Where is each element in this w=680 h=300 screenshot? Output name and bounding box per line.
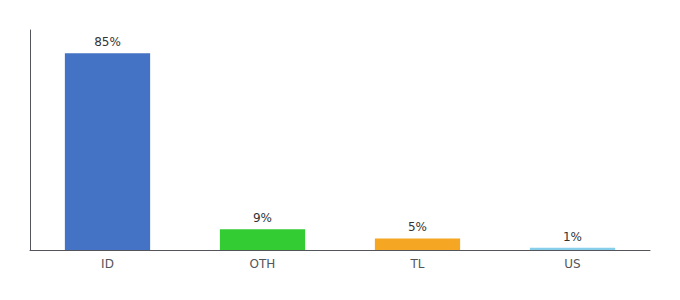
svg-text:TL: TL xyxy=(409,257,424,271)
svg-text:ID: ID xyxy=(101,257,114,271)
svg-text:9%: 9% xyxy=(253,211,272,225)
svg-text:OTH: OTH xyxy=(250,257,276,271)
svg-text:US: US xyxy=(564,257,580,271)
svg-text:5%: 5% xyxy=(408,220,427,234)
svg-text:1%: 1% xyxy=(563,230,582,244)
svg-text:85%: 85% xyxy=(94,35,121,49)
